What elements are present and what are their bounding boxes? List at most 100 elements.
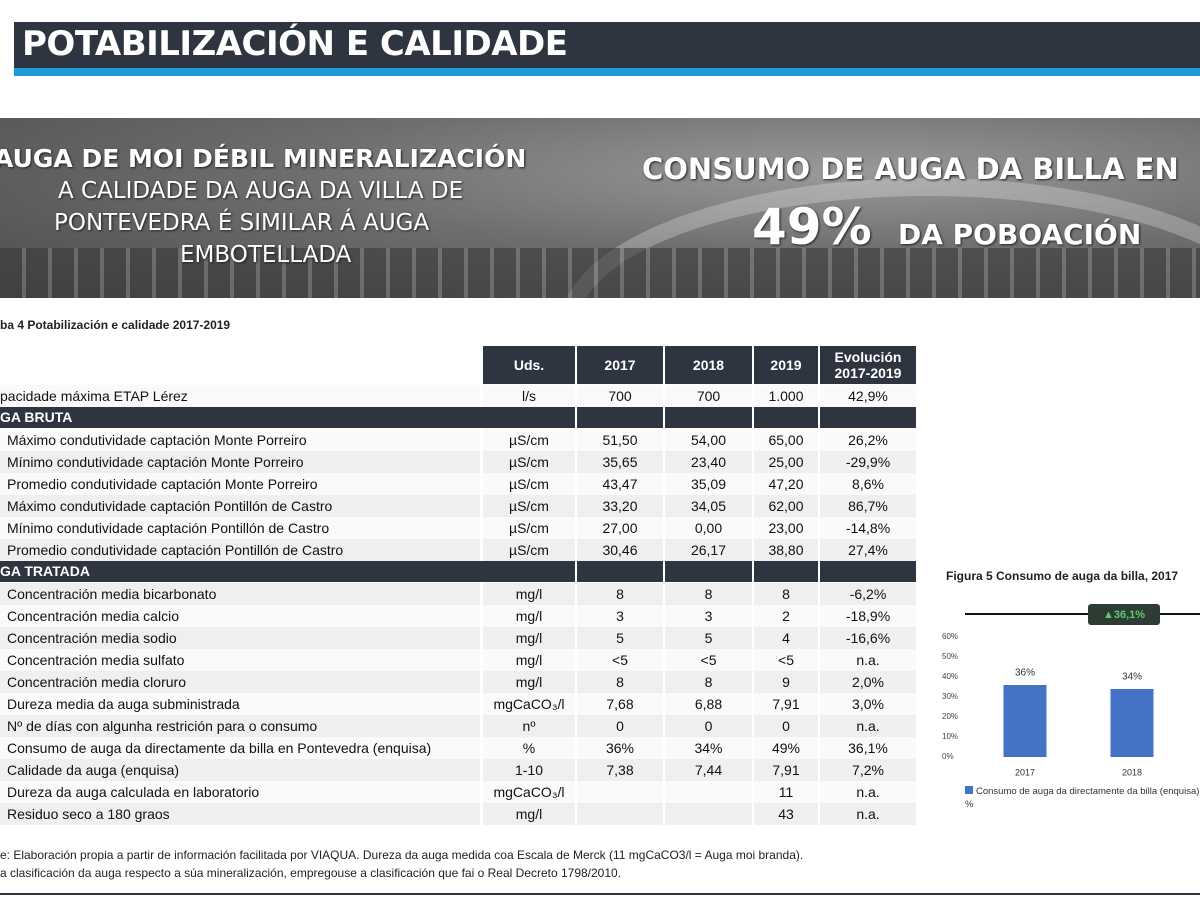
x-tick-label: 2017 [1015, 767, 1035, 777]
row-label: Concentración media sodio [0, 627, 480, 649]
table-cell: 47,20 [754, 473, 818, 495]
table-cell: 7,38 [577, 759, 663, 781]
table-cell: 27,4% [820, 539, 916, 561]
table-cell: 35,65 [577, 451, 663, 473]
table-cell: µS/cm [483, 429, 575, 451]
annotation-box [1088, 604, 1160, 625]
table-cell: 25,00 [754, 451, 818, 473]
section-cell [820, 561, 916, 582]
table-cell: n.a. [820, 649, 916, 671]
bar [1003, 685, 1047, 757]
table-cell: 1-10 [483, 759, 575, 781]
table-cell: -18,9% [820, 605, 916, 627]
table-cell: mgCaCO₃/l [483, 781, 575, 803]
table-caption: ba 4 Potabilización e calidade 2017-2019 [0, 318, 231, 332]
table-cell: 35,09 [665, 473, 752, 495]
table-cell: 0 [577, 715, 663, 737]
table-cell: 34% [665, 737, 752, 759]
cobblestones [0, 248, 1200, 298]
table-cell: 51,50 [577, 429, 663, 451]
table-cell: 43,47 [577, 473, 663, 495]
section-row: GA TRATADA [0, 561, 575, 582]
section-row: GA BRUTA [0, 407, 575, 428]
table-cell: 8 [665, 583, 752, 605]
section-cell [665, 407, 752, 428]
banner: AUGA DE MOI DÉBIL MINERALIZACIÓN A CALID… [0, 118, 1200, 298]
row-label: Máximo condutividade captación Pontillón… [0, 495, 480, 517]
table-cell: 3 [577, 605, 663, 627]
row-label: Dureza da auga calculada en laboratorio [0, 781, 480, 803]
column-header: 2019 [754, 346, 818, 384]
y-tick-label: 20% [942, 712, 958, 721]
row-label: Calidade da auga (enquisa) [0, 759, 480, 781]
y-tick-label: 0% [942, 752, 954, 761]
table-cell: <5 [754, 649, 818, 671]
row-label: Mínimo condutividade captación Monte Por… [0, 451, 480, 473]
table-cell: 5 [665, 627, 752, 649]
section-cell [665, 561, 752, 582]
table-cell: 62,00 [754, 495, 818, 517]
table-cell: 8 [754, 583, 818, 605]
note: e: Elaboración propia a partir de inform… [0, 848, 804, 862]
table-cell: 700 [665, 385, 752, 407]
table-cell: 42,9% [820, 385, 916, 407]
table-cell: 7,68 [577, 693, 663, 715]
y-tick-label: 40% [942, 672, 958, 681]
table-cell: 0 [665, 715, 752, 737]
row-label: Concentración media cloruro [0, 671, 480, 693]
row-label: Concentración media bicarbonato [0, 583, 480, 605]
x-tick-label: 2018 [1122, 767, 1142, 777]
table-cell: 30,46 [577, 539, 663, 561]
table-cell: 27,00 [577, 517, 663, 539]
row-label: Nº de días con algunha restrición para o… [0, 715, 480, 737]
table-cell: mg/l [483, 627, 575, 649]
table-cell: mg/l [483, 605, 575, 627]
y-tick-label: 30% [942, 692, 958, 701]
row-label: Concentración media calcio [0, 605, 480, 627]
banner-left-line: EMBOTELLADA [180, 242, 352, 268]
table-cell: 2,0% [820, 671, 916, 693]
table-cell: 43 [754, 803, 818, 825]
y-tick-label: 10% [942, 732, 958, 741]
section-cell [483, 561, 575, 582]
table-cell: 3,0% [820, 693, 916, 715]
table-cell: 2 [754, 605, 818, 627]
section-cell [820, 407, 916, 428]
bar [1110, 689, 1154, 757]
row-label: Residuo seco a 180 graos [0, 803, 480, 825]
page-title: POTABILIZACIÓN E CALIDADE [22, 24, 568, 64]
value-label: 36% [1015, 668, 1035, 679]
table-cell: 7,91 [754, 759, 818, 781]
y-tick-label: 60% [942, 632, 958, 641]
section-cell [483, 407, 575, 428]
value-label: 34% [1122, 672, 1142, 683]
table-cell: µS/cm [483, 473, 575, 495]
table-cell: 7,91 [754, 693, 818, 715]
table-cell: µS/cm [483, 495, 575, 517]
table-cell: 26,2% [820, 429, 916, 451]
table-cell: nº [483, 715, 575, 737]
table-cell: 6,88 [665, 693, 752, 715]
table-cell: 8 [577, 583, 663, 605]
banner-left-line: PONTEVEDRA É SIMILAR Á AUGA [54, 210, 430, 236]
legend: Consumo de auga da directamente da billa… [965, 785, 1200, 811]
column-header: Uds. [483, 346, 575, 384]
row-label: Concentración media sulfato [0, 649, 480, 671]
table-cell: 7,44 [665, 759, 752, 781]
banner-left-line: A CALIDADE DA AUGA DA VILLA DE [58, 178, 464, 204]
table-cell: mgCaCO₃/l [483, 693, 575, 715]
annotation: ▲36,1% [1103, 609, 1145, 621]
table-cell: mg/l [483, 671, 575, 693]
table-cell: 33,20 [577, 495, 663, 517]
column-header: 2018 [665, 346, 752, 384]
table-cell: 34,05 [665, 495, 752, 517]
table-cell: 3 [665, 605, 752, 627]
chart-title: Figura 5 Consumo de auga da billa, 2017 [946, 569, 1178, 583]
table-cell: 36,1% [820, 737, 916, 759]
table-cell [665, 803, 752, 825]
table-cell: % [483, 737, 575, 759]
row-label: pacidade máxima ETAP Lérez [0, 385, 480, 407]
table-cell: -6,2% [820, 583, 916, 605]
section-cell [577, 407, 663, 428]
